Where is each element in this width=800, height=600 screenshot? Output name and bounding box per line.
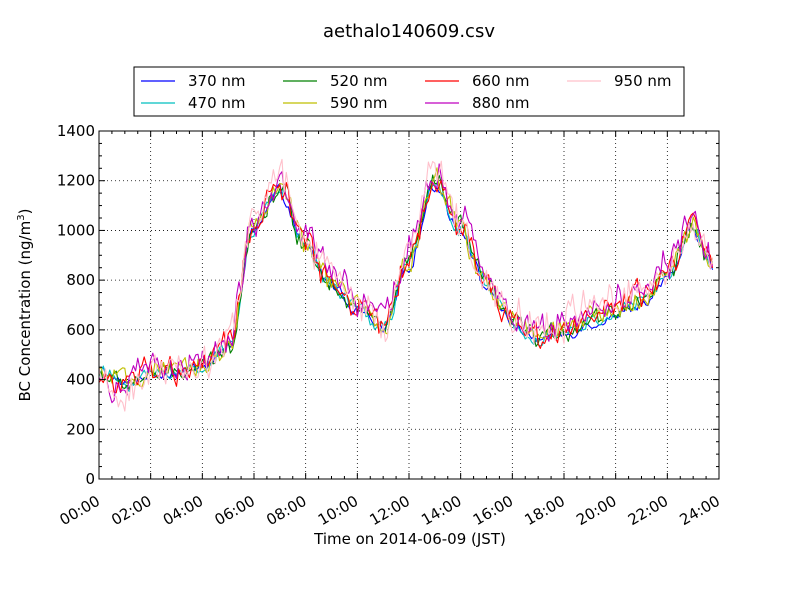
y-axis-label-main: BC Concentration (ng/m xyxy=(16,221,34,402)
series-line-880-nm xyxy=(98,163,714,404)
y-tick-label: 400 xyxy=(66,371,95,389)
x-tick-label: 22:00 xyxy=(625,492,671,529)
x-tick-label: 20:00 xyxy=(573,492,619,529)
x-tick-label: 00:00 xyxy=(57,492,103,529)
grid-lines xyxy=(99,131,719,479)
y-tick-label: 1400 xyxy=(57,122,95,140)
legend-label: 470 nm xyxy=(188,94,246,112)
x-axis-label: Time on 2014-06-09 (JST) xyxy=(313,530,506,548)
legend-entry: 370 nm xyxy=(141,72,246,90)
x-tick-label: 08:00 xyxy=(263,492,309,529)
y-tick-label: 800 xyxy=(66,271,95,289)
legend-entry: 470 nm xyxy=(141,94,246,112)
x-tick-label: 14:00 xyxy=(418,492,464,529)
y-tick-label: 200 xyxy=(66,420,95,438)
legend-entry: 660 nm xyxy=(425,72,530,90)
legend-label: 880 nm xyxy=(472,94,530,112)
legend: 370 nm 470 nm 520 nm 590 nm 660 nm 880 nm 950 … xyxy=(133,66,685,117)
series-line-370-nm xyxy=(98,182,714,386)
x-tick-label: 06:00 xyxy=(212,492,258,529)
y-axis-label: BC Concentration (ng/m3) xyxy=(16,209,34,402)
series-line-660-nm xyxy=(98,179,714,394)
legend-entry: 880 nm xyxy=(425,94,530,112)
x-tick-label: 04:00 xyxy=(160,492,206,529)
legend-label: 950 nm xyxy=(614,72,672,90)
x-tick-label: 02:00 xyxy=(108,492,154,529)
y-axis-label-superscript: 3 xyxy=(16,214,27,220)
series-line-590-nm xyxy=(98,167,714,388)
legend-entry: 520 nm xyxy=(283,72,388,90)
legend-box xyxy=(133,66,685,117)
x-tick-label: 10:00 xyxy=(315,492,361,529)
y-tick-label: 1200 xyxy=(57,172,95,190)
legend-label: 370 nm xyxy=(188,72,246,90)
x-tick-labels: 00:00 02:00 04:00 06:00 08:00 10:00 12:00 14:00… xyxy=(57,492,723,529)
y-tick-label: 1000 xyxy=(57,221,95,239)
x-tick-label: 12:00 xyxy=(367,492,413,529)
chart-title: aethalo140609.csv xyxy=(323,21,495,42)
x-tick-label: 16:00 xyxy=(470,492,516,529)
axis-ticks xyxy=(98,130,720,480)
x-tick-label: 24:00 xyxy=(677,492,723,529)
series-lines xyxy=(98,158,714,412)
legend-entry: 950 nm xyxy=(567,72,672,90)
legend-label: 590 nm xyxy=(330,94,388,112)
y-tick-label: 600 xyxy=(66,321,95,339)
x-tick-label: 18:00 xyxy=(522,492,568,529)
series-line-470-nm xyxy=(98,183,713,392)
series-line-950-nm xyxy=(98,158,714,412)
legend-label: 520 nm xyxy=(330,72,388,90)
legend-label: 660 nm xyxy=(472,72,530,90)
y-tick-labels: 0 200 400 600 800 1000 1200 1400 xyxy=(57,122,95,488)
series-line-520-nm xyxy=(98,174,713,390)
y-axis-label-tail: ) xyxy=(16,209,34,215)
y-tick-label: 0 xyxy=(85,470,95,488)
legend-entry: 590 nm xyxy=(283,94,388,112)
